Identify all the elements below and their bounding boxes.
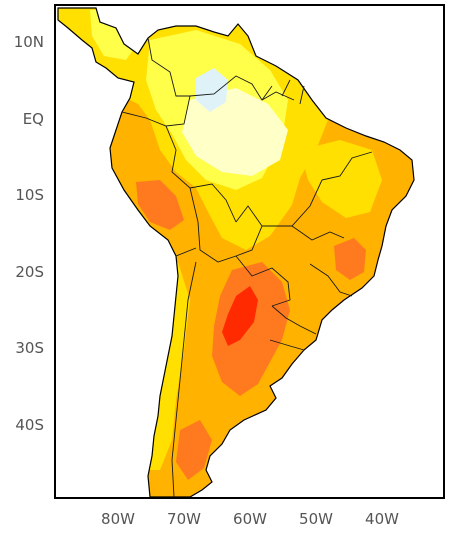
border-bolivia: [189, 187, 263, 263]
lat-label-eq: EQ: [23, 110, 44, 128]
anomaly-band-dark-orange-parana: [212, 262, 290, 396]
anomaly-band-dark-orange-minas: [334, 238, 366, 280]
border-uruguay: [269, 339, 305, 351]
anomaly-band-pale-blue: [196, 68, 228, 112]
border-brazil-states-4: [309, 263, 353, 297]
country-borders: [121, 37, 373, 498]
lat-label-30s: 30S: [15, 339, 44, 357]
border-guianas: [261, 79, 305, 105]
lon-label-70w: 70W: [167, 510, 201, 528]
lat-label-40s: 40S: [15, 416, 44, 434]
border-chile-argentina: [171, 261, 197, 498]
border-venezuela-brazil: [189, 75, 295, 101]
lon-label-60w: 60W: [233, 510, 267, 528]
border-argentina-brazil: [271, 305, 317, 335]
lon-axis: 80W 70W 60W 50W 40W: [101, 510, 399, 528]
anomaly-band-red: [222, 286, 258, 346]
border-colombia-venezuela: [147, 37, 190, 97]
border-paraguay: [235, 255, 291, 307]
lon-label-40w: 40W: [365, 510, 399, 528]
anomaly-band-dark-orange-south: [176, 420, 212, 480]
anomaly-band-dark-orange-peru: [136, 180, 184, 230]
border-peru-chile: [175, 247, 197, 257]
map-plot-area: [55, 5, 444, 498]
lat-label-10s: 10S: [15, 186, 44, 204]
border-brazil-states-2: [321, 151, 373, 181]
anomaly-band-yellow-east: [300, 140, 382, 218]
lon-label-80w: 80W: [101, 510, 135, 528]
lat-label-10n: 10N: [14, 33, 44, 51]
border-brazil-states-3: [291, 225, 345, 241]
border-brazil-states-1: [262, 179, 323, 227]
lat-label-20s: 20S: [15, 263, 44, 281]
map-frame: [54, 4, 445, 499]
lon-label-50w: 50W: [299, 510, 333, 528]
lat-axis: 10N EQ 10S 20S 30S 40S: [14, 33, 44, 434]
